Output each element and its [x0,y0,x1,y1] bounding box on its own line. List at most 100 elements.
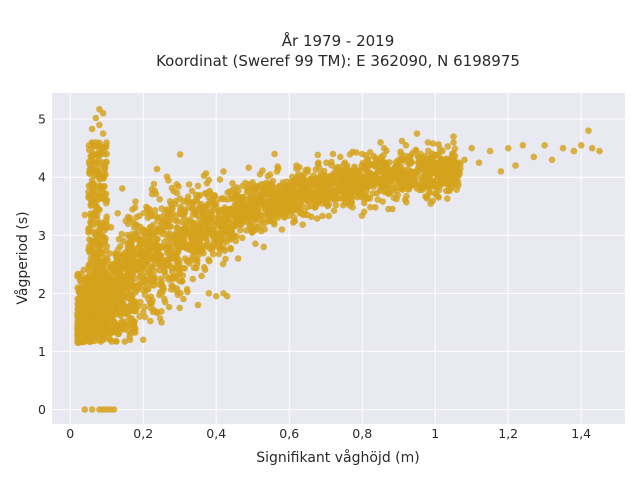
scatter-point [176,304,183,312]
scatter-point [345,199,352,206]
scatter-point [88,246,96,254]
scatter-point [178,232,186,239]
scatter-point [103,272,110,280]
scatter-point [151,260,159,268]
scatter-point [99,159,107,166]
scatter-point [203,238,211,245]
scatter-point [548,156,556,164]
scatter-point [200,204,207,211]
scatter-point [126,307,134,314]
scatter-point [79,299,86,307]
scatter-point [158,308,165,315]
x-tick-label: 0,4 [206,426,226,441]
x-tick-label: 0,6 [279,426,299,441]
scatter-point [369,190,377,197]
scatter-point [99,290,107,297]
scatter-point [330,189,338,196]
scatter-point [367,203,374,211]
scatter-point [222,209,229,216]
scatter-point [128,255,135,262]
scatter-point [174,224,181,232]
scatter-point [103,197,110,204]
scatter-point [147,304,154,312]
scatter-point [366,170,374,177]
scatter-point [366,182,373,190]
scatter-point [130,328,138,335]
scatter-point [285,195,293,203]
scatter-point [99,173,107,181]
scatter-point [212,292,220,300]
scatter-point [185,181,193,188]
scatter-point [360,208,368,216]
scatter-point [444,172,451,179]
scatter-point [403,192,410,200]
scatter-point [88,306,95,313]
chart-title-line1: År 1979 - 2019 [282,31,395,50]
scatter-point [216,176,224,183]
scatter-point [86,336,94,344]
scatter-point [307,190,315,198]
scatter-point [150,243,158,251]
scatter-point [588,144,596,152]
scatter-point [150,180,158,188]
scatter-point [163,206,171,214]
scatter-point [132,289,139,296]
scatter-point [305,198,312,205]
scatter-point [408,158,415,165]
x-tick-label: 0 [66,426,74,441]
scatter-point [100,303,108,310]
scatter-point [81,211,89,219]
y-tick-label: 1 [38,344,46,359]
scatter-point [357,193,365,201]
scatter-point [312,166,320,173]
scatter-point [271,150,278,158]
scatter-point [229,180,236,187]
scatter-point [194,212,201,219]
scatter-point [168,268,176,276]
scatter-point [247,193,255,200]
scatter-point [427,170,435,178]
scatter-point [432,190,439,198]
scatter-point [144,214,152,222]
scatter-point [559,144,567,152]
scatter-point [461,156,468,164]
scatter-point [92,168,100,175]
scatter-point [137,298,144,306]
scatter-point [457,165,464,172]
scatter-point [88,125,96,133]
scatter-point [374,196,382,203]
y-tick-label: 4 [38,170,46,185]
scatter-point [153,165,161,173]
scatter-point [75,304,82,312]
scatter-point [88,153,96,161]
scatter-point [395,156,403,164]
scatter-point [118,310,125,318]
scatter-point [222,255,229,263]
chart-title-line2: Koordinat (Sweref 99 TM): E 362090, N 61… [156,52,520,70]
scatter-point [172,234,180,242]
scatter-point [429,140,437,147]
scatter-point [416,163,424,170]
scatter-point [504,144,512,152]
scatter-point [96,185,103,193]
scatter-point [497,168,505,175]
scatter-point [420,181,428,189]
scatter-point [88,162,96,169]
scatter-point [318,183,326,191]
scatter-point [140,240,147,247]
scatter-point [147,317,154,325]
scatter-point [116,297,123,305]
scatter-point [180,295,187,303]
scatter-point [153,235,161,243]
scatter-point [161,238,168,246]
scatter-point [337,153,344,161]
scatter-point [227,244,234,252]
scatter-point [96,220,103,227]
scatter-point [99,258,107,265]
y-tick-label: 3 [38,228,46,243]
scatter-point [74,322,81,329]
scatter-point [390,194,398,201]
scatter-point [147,223,155,231]
data-points [74,106,603,413]
scatter-point [85,182,93,190]
